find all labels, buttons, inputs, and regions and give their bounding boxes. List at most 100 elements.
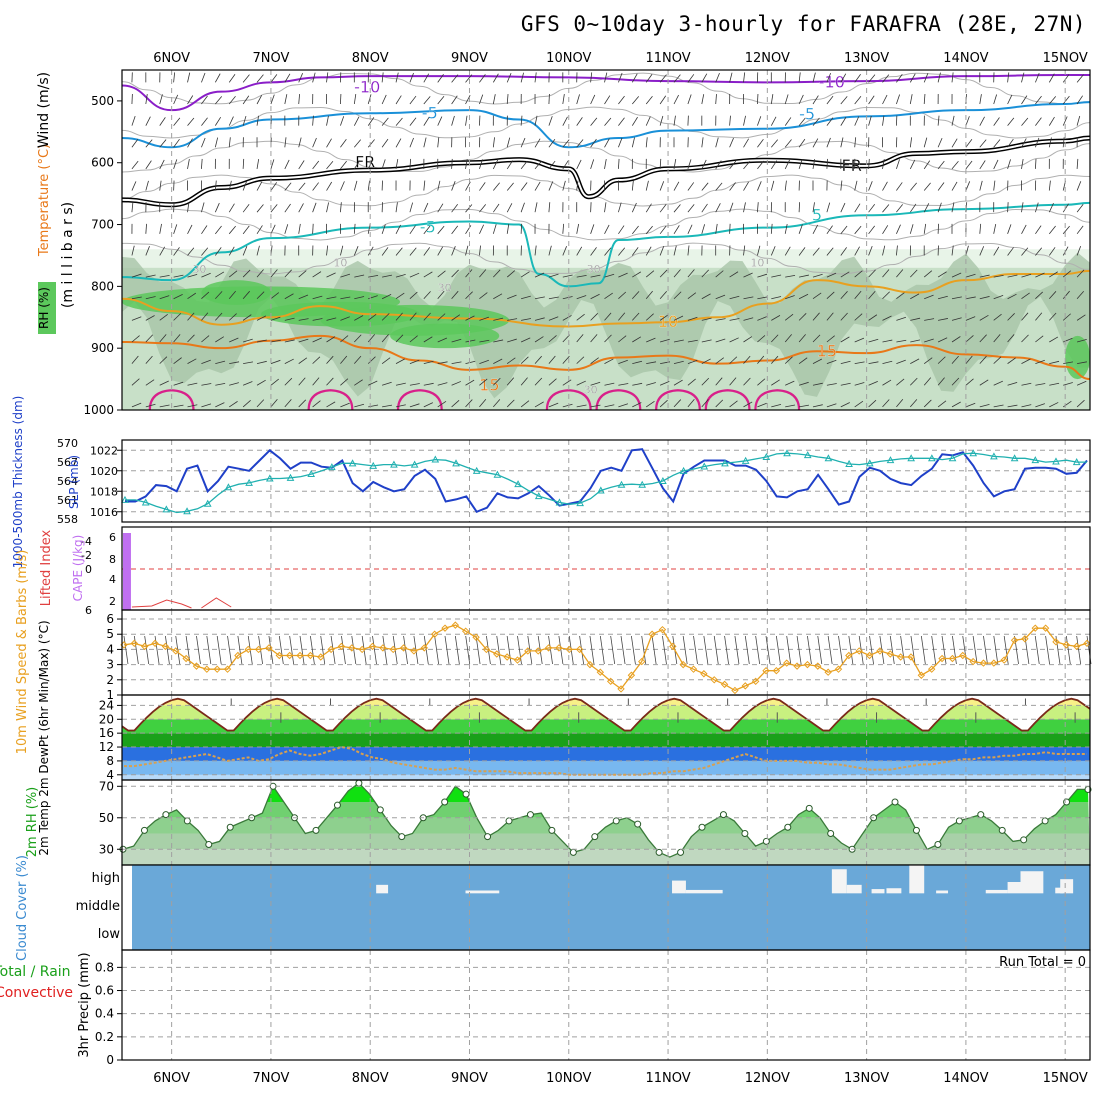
wind-barb bbox=[312, 377, 320, 386]
wind-barb bbox=[479, 399, 487, 408]
wind-barb bbox=[423, 96, 431, 105]
wind10m-barb bbox=[693, 635, 698, 665]
wind10m-marker bbox=[751, 677, 760, 686]
wind-barb bbox=[1007, 117, 1015, 126]
wind-barb bbox=[284, 377, 293, 386]
wind-barb bbox=[353, 180, 358, 191]
wind-barb bbox=[242, 381, 253, 386]
rh2m-ylabel: 2m RH (%) bbox=[25, 787, 40, 858]
wind-barb bbox=[743, 336, 753, 343]
date-label-bottom: 6NOV bbox=[153, 1071, 190, 1086]
thickness-marker bbox=[493, 470, 502, 478]
rh2m-marker bbox=[677, 848, 685, 856]
thickness-marker bbox=[203, 499, 212, 507]
wind-barb bbox=[784, 94, 789, 105]
wind-barb bbox=[493, 358, 503, 364]
wind10m-marker bbox=[192, 662, 201, 670]
wind-barb bbox=[659, 314, 669, 321]
cloud-high-block bbox=[672, 880, 686, 894]
wind10m-barb bbox=[475, 635, 481, 665]
wind-barb bbox=[896, 94, 901, 105]
wind-barb bbox=[1035, 291, 1044, 300]
wind-barb bbox=[381, 357, 391, 364]
wind-barb bbox=[993, 94, 998, 105]
wind-barb bbox=[562, 246, 567, 256]
wind-barb bbox=[506, 270, 516, 278]
temp-band bbox=[122, 774, 1090, 780]
wind-barb bbox=[715, 72, 720, 83]
wind-barb bbox=[298, 94, 300, 105]
wind-barb bbox=[1048, 247, 1056, 256]
wind-barb bbox=[201, 272, 211, 278]
wind-barb bbox=[381, 138, 389, 148]
wind-barb bbox=[951, 377, 960, 386]
wind-barb bbox=[1007, 313, 1015, 321]
wind10m-barb bbox=[682, 635, 688, 665]
wind-barb bbox=[812, 247, 820, 256]
wind-barb bbox=[256, 315, 267, 321]
wind10m-barb bbox=[599, 635, 605, 665]
wind-barb bbox=[214, 73, 221, 83]
wind-barb bbox=[1021, 334, 1029, 343]
wind-barb bbox=[1062, 95, 1070, 105]
wind-barb bbox=[826, 137, 831, 148]
wind-barb bbox=[437, 225, 445, 235]
wind-barb bbox=[631, 180, 634, 191]
wind-barb bbox=[173, 247, 180, 256]
contour-label: -5 bbox=[799, 105, 815, 124]
isotherm-freezing bbox=[121, 137, 1091, 206]
wind-barb bbox=[173, 313, 182, 321]
wind-barb bbox=[840, 402, 850, 408]
wind-barb bbox=[645, 400, 655, 408]
wind-barb bbox=[145, 246, 150, 256]
wind-barb bbox=[854, 246, 860, 256]
wind-barb bbox=[409, 137, 414, 148]
wind10m-marker bbox=[927, 665, 936, 673]
wind10m-series bbox=[123, 624, 1088, 692]
wind10m-marker bbox=[979, 659, 988, 667]
y-tick-label: 24 bbox=[99, 698, 114, 712]
thickness-marker bbox=[659, 476, 667, 484]
wind-barb bbox=[173, 138, 180, 148]
rh-contour bbox=[121, 140, 1091, 173]
wind-barb bbox=[159, 223, 162, 234]
precip-ylabel-3hr: 3hr Precip (mm) bbox=[77, 952, 92, 1057]
li-tick-label: -4 bbox=[81, 535, 92, 548]
wind-barb bbox=[492, 203, 500, 213]
wind-barb bbox=[367, 246, 374, 256]
wind-barb bbox=[465, 181, 471, 191]
y-tick-label: 2 bbox=[106, 673, 114, 687]
wind-barb bbox=[673, 315, 684, 321]
wind-barb bbox=[798, 159, 803, 170]
wind-barb bbox=[534, 296, 545, 300]
wind10m-barb bbox=[620, 635, 626, 665]
wind-barb bbox=[645, 137, 648, 148]
wind-barb bbox=[312, 271, 322, 278]
wind-barb bbox=[367, 117, 375, 126]
wind-barb bbox=[590, 224, 595, 234]
wind-barb bbox=[465, 225, 472, 235]
contour-label: 30 bbox=[438, 281, 452, 294]
wind-barb bbox=[909, 94, 913, 105]
wind-barb bbox=[284, 358, 294, 364]
wind10m-marker bbox=[1062, 641, 1071, 649]
wind-barb bbox=[270, 74, 278, 83]
wind-barb bbox=[326, 355, 334, 364]
wind-barb bbox=[937, 271, 947, 278]
wind-barb bbox=[826, 272, 837, 278]
wind10m-marker bbox=[565, 645, 573, 654]
wind10m-barb bbox=[807, 635, 812, 665]
wind-barb bbox=[757, 378, 766, 386]
wind-barb bbox=[798, 247, 806, 256]
wind-barb bbox=[604, 404, 615, 408]
wind-barb bbox=[326, 401, 336, 408]
wind-barb bbox=[326, 160, 334, 170]
wind10m-marker bbox=[1000, 656, 1008, 664]
wind-barb bbox=[840, 382, 851, 386]
wind-barb bbox=[1007, 293, 1017, 300]
wind-barb bbox=[631, 116, 638, 126]
wind-barb bbox=[701, 94, 705, 105]
date-label-bottom: 11NOV bbox=[645, 1071, 690, 1086]
wind-barb bbox=[576, 159, 582, 170]
wind-barb bbox=[451, 203, 458, 213]
